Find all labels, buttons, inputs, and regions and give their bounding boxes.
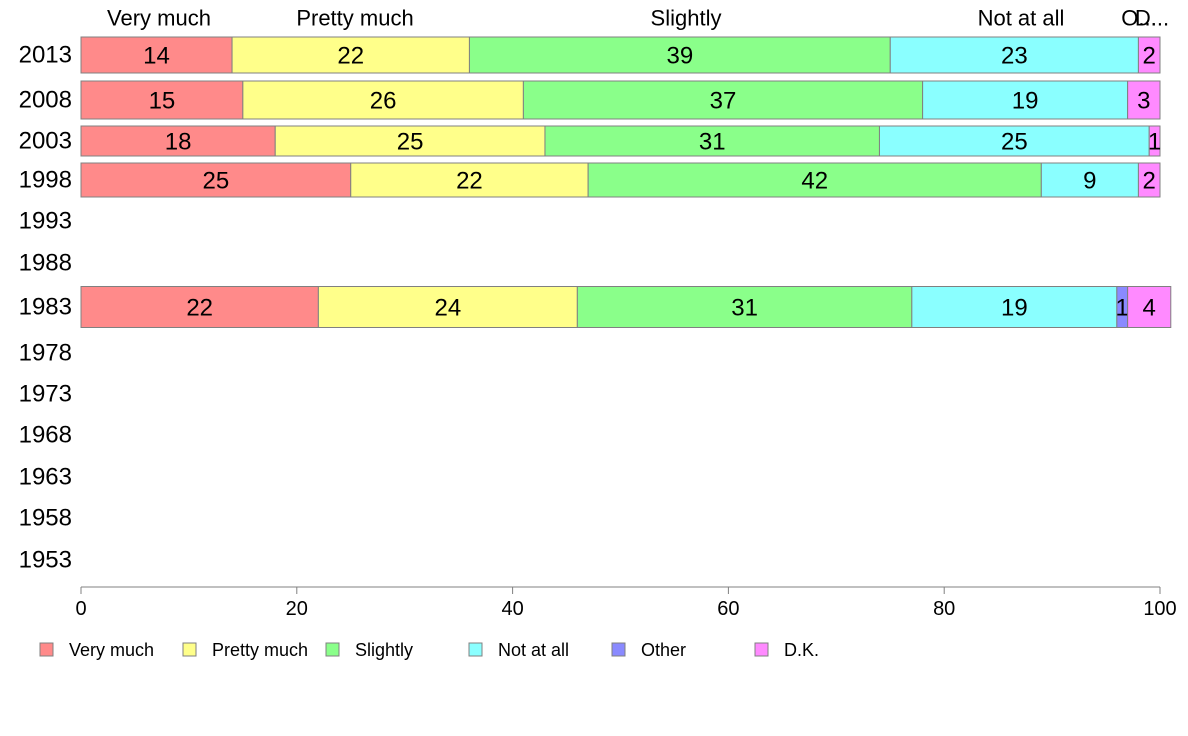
bar-value-1998-pretty-much: 22: [456, 168, 483, 195]
bar-value-2013-very-much: 14: [143, 43, 170, 70]
bar-2013-pretty-much: [231, 36, 470, 74]
bar-value-1983-slightly: 31: [731, 295, 758, 322]
y-tick-2003: 2003: [19, 128, 72, 155]
x-tick-40: 40: [501, 598, 523, 620]
bar-value-2013-slightly: 39: [666, 43, 693, 70]
header-label-pretty-much: Pretty much: [296, 6, 413, 31]
legend-label-pretty-much: Pretty much: [212, 640, 308, 660]
bar-value-1983-not-at-all: 19: [1001, 295, 1028, 322]
bar-2008-not-at-all: [922, 80, 1129, 120]
bar-1983-d-k: [1127, 286, 1172, 328]
category-header-labels: Very much Pretty much Slightly Not at all O.…: [107, 6, 1169, 31]
y-tick-1978: 1978: [19, 340, 72, 367]
bar-value-2008-very-much: 15: [149, 88, 176, 115]
bar-1998-d-k: [1137, 162, 1161, 198]
bar-2003-pretty-much: [274, 125, 546, 157]
x-tick-60: 60: [717, 598, 739, 620]
x-tick-20: 20: [286, 598, 308, 620]
bar-2013-not-at-all: [889, 36, 1139, 74]
bar-value-2003-slightly: 31: [699, 129, 726, 156]
bar-value-1998-d-k: 2: [1143, 168, 1156, 195]
bar-1983-not-at-all: [911, 286, 1118, 328]
header-label-d: D...: [1135, 6, 1169, 31]
legend-swatch-other: [611, 642, 626, 657]
bar-value-2003-pretty-much: 25: [397, 129, 424, 156]
y-tick-2013: 2013: [19, 42, 72, 69]
bar-2013-very-much: [80, 36, 233, 74]
y-tick-1953: 1953: [19, 547, 72, 574]
bar-2003-very-much: [80, 125, 276, 157]
bar-2008-d-k: [1127, 80, 1161, 120]
bar-2003-not-at-all: [878, 125, 1150, 157]
legend-label-other: Other: [641, 640, 686, 660]
header-label-o: O...: [1121, 6, 1156, 31]
legend-swatch-very-much: [39, 642, 54, 657]
bar-1983-pretty-much: [317, 286, 578, 328]
bar-value-1983-d-k: 4: [1143, 295, 1156, 322]
x-tick-80: 80: [933, 598, 955, 620]
x-tick-0: 0: [75, 598, 86, 620]
bar-1983-very-much: [80, 286, 319, 328]
header-label-not-at-all: Not at all: [978, 6, 1065, 31]
legend-label-slightly: Slightly: [355, 640, 413, 660]
bar-2008-pretty-much: [242, 80, 524, 120]
legend-swatch-d-k: [754, 642, 769, 657]
bar-value-2003-very-much: 18: [165, 129, 192, 156]
bars-group: 14 22 39 23 215 26 37 19 318 25 31 25 125 22 42 9 222 24 3…: [80, 36, 1172, 328]
y-tick-1998: 1998: [19, 167, 72, 194]
bar-1998-slightly: [587, 162, 1042, 198]
bar-value-1983-other: 1: [1116, 295, 1129, 322]
bar-value-2008-not-at-all: 19: [1012, 88, 1039, 115]
bar-value-2008-pretty-much: 26: [370, 88, 397, 115]
bar-value-2003-not-at-all: 25: [1001, 129, 1028, 156]
y-tick-1963: 1963: [19, 464, 72, 491]
x-tick-100: 100: [1143, 598, 1176, 620]
legend: Very much Pretty much Slightly Not at all Ot…: [39, 640, 819, 660]
bar-value-1983-pretty-much: 24: [435, 295, 462, 322]
bar-value-1998-not-at-all: 9: [1083, 168, 1096, 195]
bar-value-2013-not-at-all: 23: [1001, 43, 1028, 70]
legend-swatch-pretty-much: [182, 642, 197, 657]
y-tick-2008: 2008: [19, 87, 72, 114]
bar-2003-slightly: [544, 125, 880, 157]
bar-1983-slightly: [576, 286, 913, 328]
bar-value-2008-d-k: 3: [1137, 88, 1150, 115]
y-axis: 2013 2008 2003 1998 1993 1988 1983 1978 1973 1968…: [19, 42, 72, 574]
header-label-very-much: Very much: [107, 6, 211, 31]
bar-2003-d-k: [1148, 125, 1161, 157]
y-tick-1958: 1958: [19, 505, 72, 532]
legend-swatch-slightly: [325, 642, 340, 657]
bar-1998-not-at-all: [1040, 162, 1139, 198]
bar-2013-d-k: [1137, 36, 1161, 74]
bar-value-2013-pretty-much: 22: [337, 43, 364, 70]
bar-value-2013-d-k: 2: [1143, 43, 1156, 70]
bar-value-2008-slightly: 37: [710, 88, 737, 115]
bar-value-1983-very-much: 22: [186, 295, 213, 322]
bar-2013-slightly: [468, 36, 891, 74]
header-label-slightly: Slightly: [651, 6, 722, 31]
legend-label-not-at-all: Not at all: [498, 640, 569, 660]
bar-2008-slightly: [522, 80, 924, 120]
legend-swatch-not-at-all: [468, 642, 483, 657]
y-tick-1968: 1968: [19, 422, 72, 449]
legend-label-very-much: Very much: [69, 640, 154, 660]
y-tick-1993: 1993: [19, 208, 72, 235]
bar-value-1998-slightly: 42: [801, 168, 828, 195]
y-tick-1983: 1983: [19, 294, 72, 321]
x-axis: 0 20 40 60 80 100: [75, 586, 1177, 620]
legend-label-d-k: D.K.: [784, 640, 819, 660]
bar-value-1998-very-much: 25: [203, 168, 230, 195]
bar-2008-very-much: [80, 80, 244, 120]
bar-1998-pretty-much: [350, 162, 589, 198]
y-tick-1973: 1973: [19, 381, 72, 408]
y-tick-1988: 1988: [19, 250, 72, 277]
bar-value-2003-d-k: 1: [1148, 129, 1161, 156]
bar-1998-very-much: [80, 162, 352, 198]
